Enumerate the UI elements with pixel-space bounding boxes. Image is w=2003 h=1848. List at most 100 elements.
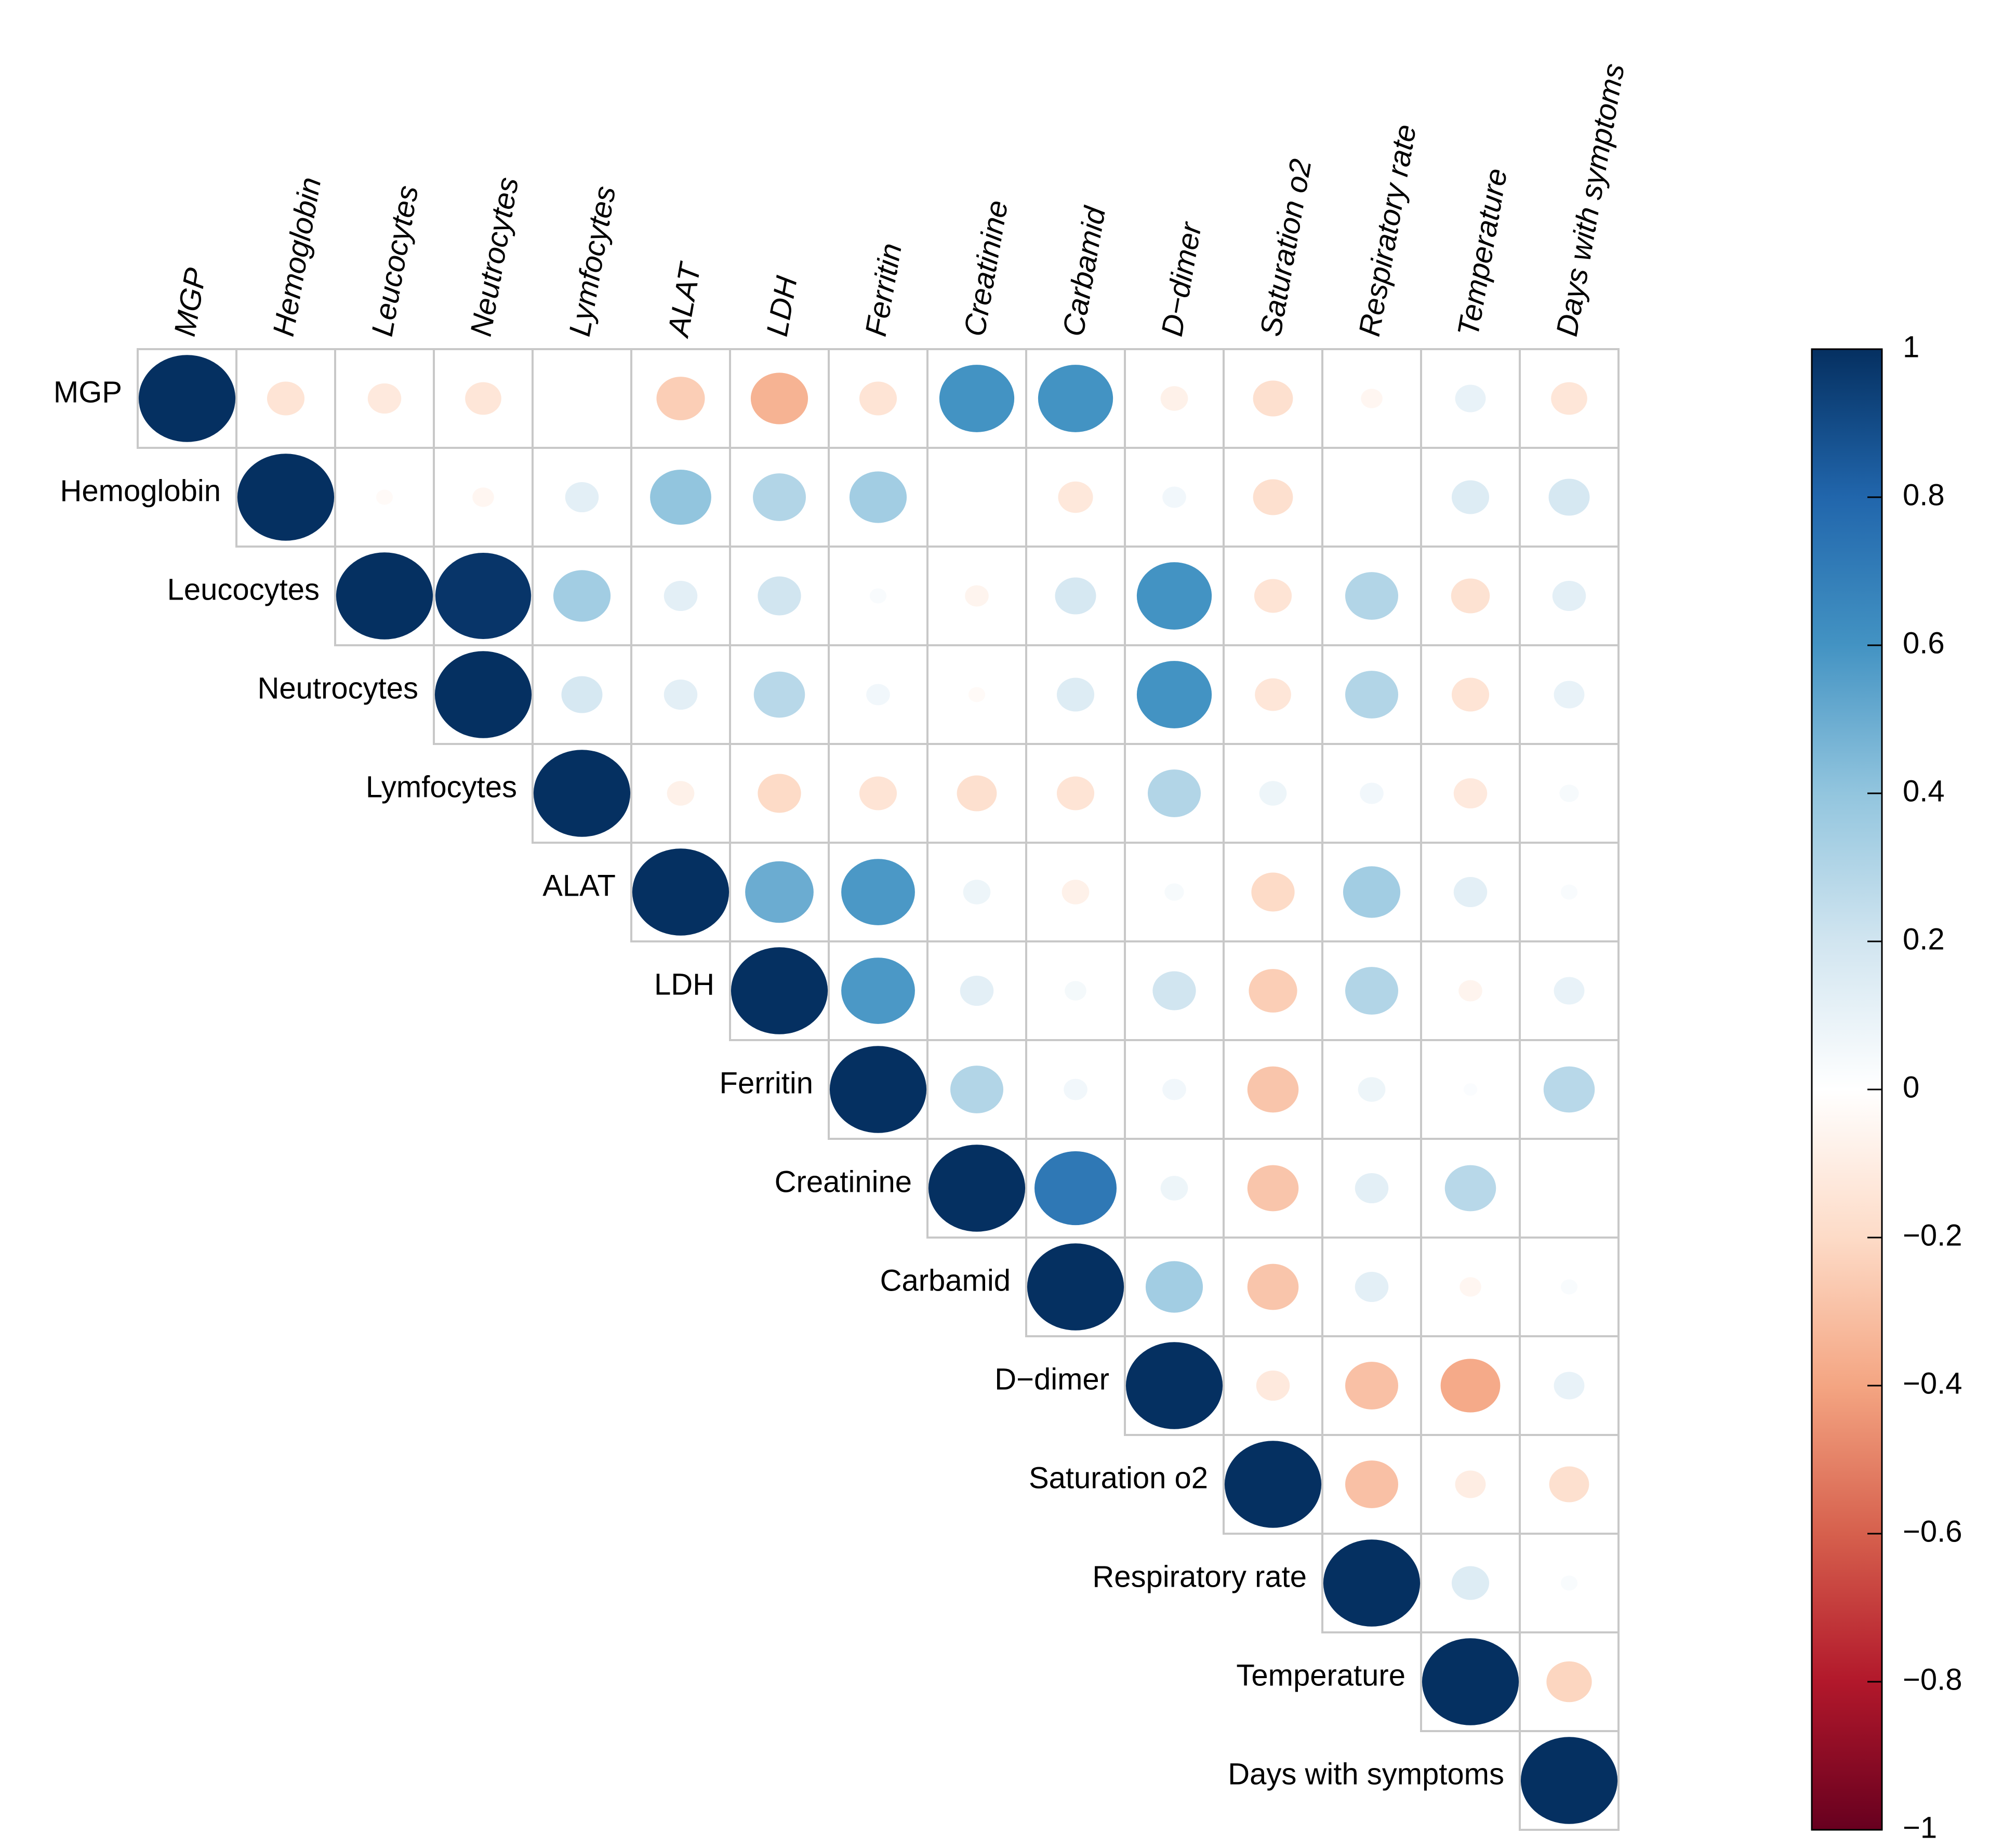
corr-circle-leucocytes-lymfocytes [553,570,611,622]
row-label-alat: ALAT [542,869,616,902]
corr-circle-d-dimer-d-dimer [1125,1342,1223,1429]
colorbar-tick-label: −0.8 [1903,1663,1962,1696]
corr-circle-mgp-temperature [1455,384,1486,413]
row-label-ferritin: Ferritin [720,1066,813,1100]
corr-circle-hemoglobin-hemoglobin [237,454,335,541]
corr-circle-hemoglobin-saturation-o2 [1253,479,1293,515]
corr-circle-respiratory-rate-temperature [1451,1566,1490,1600]
corr-circle-temperature-temperature [1422,1638,1519,1725]
corr-circle-hemoglobin-days-with-symptoms [1548,478,1590,516]
corr-circle-lymfocytes-ferritin [859,776,897,810]
corr-circle-alat-ldh [745,861,814,923]
corr-circle-hemoglobin-d-dimer [1162,486,1186,508]
row-label-ldh: LDH [654,967,714,1001]
corr-circle-ldh-saturation-o2 [1249,969,1297,1013]
corr-circle-mgp-hemoglobin [267,381,305,416]
corr-circle-leucocytes-days-with-symptoms [1552,580,1586,611]
corr-circle-lymfocytes-temperature [1453,778,1488,809]
corr-circle-alat-carbamid [1062,880,1090,905]
corr-circle-mgp-respiratory-rate [1361,389,1383,408]
corr-circle-ldh-creatinine [960,975,994,1006]
corr-circle-neutrocytes-respiratory-rate [1345,671,1398,719]
corr-circle-carbamid-carbamid [1027,1243,1124,1331]
corr-circle-leucocytes-leucocytes [336,552,433,640]
corr-circle-carbamid-d-dimer [1145,1261,1203,1313]
corr-circle-mgp-mgp [138,355,236,442]
grid-cell [828,348,928,449]
corr-circle-neutrocytes-lymfocytes [561,676,603,713]
corr-circle-neutrocytes-neutrocytes [434,651,532,738]
corr-circle-mgp-ferritin [859,381,897,416]
col-label-lymfocytes: Lymfocytes [563,183,622,339]
grid-cell [1223,546,1323,646]
col-label-creatinine: Creatinine [958,198,1015,339]
corr-circle-leucocytes-creatinine [965,585,989,607]
corr-circle-hemoglobin-temperature [1451,480,1490,514]
corr-circle-carbamid-saturation-o2 [1247,1264,1299,1310]
corr-circle-mgp-alat [656,377,705,420]
corr-circle-ldh-temperature [1458,980,1482,1002]
row-label-carbamid: Carbamid [880,1264,1011,1297]
corr-circle-hemoglobin-ferritin [849,471,907,523]
corr-circle-neutrocytes-d-dimer [1136,661,1212,728]
corr-circle-leucocytes-neutrocytes [435,553,532,639]
col-label-neutrocytes: Neutrocytes [464,175,525,339]
corr-circle-ldh-carbamid [1065,981,1086,1001]
corr-circle-alat-saturation-o2 [1251,872,1295,912]
row-label-respiratory-rate: Respiratory rate [1092,1560,1307,1593]
corr-circle-carbamid-temperature [1460,1277,1481,1297]
col-label-d-dimer: D−dimer [1155,219,1209,339]
corr-circle-d-dimer-saturation-o2 [1256,1370,1290,1401]
corr-circle-mgp-d-dimer [1160,386,1188,411]
corr-circle-leucocytes-alat [664,580,698,611]
corr-circle-ldh-ferritin [841,958,915,1024]
corr-circle-ldh-d-dimer [1152,971,1196,1011]
corr-circle-ldh-respiratory-rate [1345,967,1398,1015]
grid-layer [137,348,1620,1831]
colorbar-tick-label: 1 [1903,330,1919,364]
corr-circle-saturation-o2-respiratory-rate [1345,1460,1398,1508]
corr-circle-lymfocytes-d-dimer [1148,769,1201,817]
corr-circle-neutrocytes-temperature [1451,677,1490,712]
corr-circle-lymfocytes-alat [667,781,695,806]
corr-circle-ferritin-carbamid [1064,1079,1087,1100]
corr-circle-carbamid-days-with-symptoms [1560,1279,1578,1295]
grid-cell [1519,1434,1620,1535]
corr-circle-alat-ferritin [841,859,915,925]
corr-circle-hemoglobin-ldh [753,473,806,521]
corr-circle-creatinine-carbamid [1034,1151,1117,1226]
corr-circle-neutrocytes-alat [664,679,698,710]
row-label-temperature: Temperature [1236,1658,1405,1692]
col-label-alat: ALAT [661,259,708,340]
corr-circle-ferritin-respiratory-rate [1358,1077,1386,1102]
col-label-saturation-o2: Saturation o2 [1254,156,1318,339]
row-label-days-with-symptoms: Days with symptoms [1228,1757,1504,1791]
col-label-mgp: MGP [168,265,213,339]
corr-circle-alat-creatinine [963,880,991,905]
corr-circle-d-dimer-temperature [1440,1359,1501,1413]
corr-circle-hemoglobin-lymfocytes [565,482,599,513]
corr-circle-neutrocytes-creatinine [968,687,986,702]
corr-circle-neutrocytes-ldh [753,671,805,718]
corr-circle-ldh-ldh [731,947,828,1034]
corr-circle-leucocytes-respiratory-rate [1345,572,1398,620]
column-labels: MGP Hemoglobin Leucocytes Neutrocytes Lymfoc… [168,61,1631,340]
corr-circle-neutrocytes-ferritin [866,684,890,706]
colorbar-tick-label: 0.2 [1903,922,1945,956]
corr-circle-saturation-o2-days-with-symptoms [1549,1466,1589,1503]
colorbar-tick-label: 0.4 [1903,774,1945,808]
corr-circle-ldh-days-with-symptoms [1554,977,1585,1005]
corr-circle-leucocytes-saturation-o2 [1254,579,1292,613]
corr-circle-ferritin-days-with-symptoms [1543,1066,1595,1113]
corr-circle-lymfocytes-creatinine [957,775,997,812]
corr-circle-leucocytes-temperature [1451,578,1490,614]
corr-circle-neutrocytes-carbamid [1056,677,1095,712]
colorbar-tick-label: 0.8 [1903,478,1945,512]
corr-circle-lymfocytes-respiratory-rate [1360,782,1384,804]
corr-circle-lymfocytes-saturation-o2 [1259,781,1287,806]
corr-circle-saturation-o2-temperature [1455,1470,1486,1498]
corr-circle-mgp-days-with-symptoms [1551,382,1587,415]
corr-circle-hemoglobin-neutrocytes [472,487,494,507]
